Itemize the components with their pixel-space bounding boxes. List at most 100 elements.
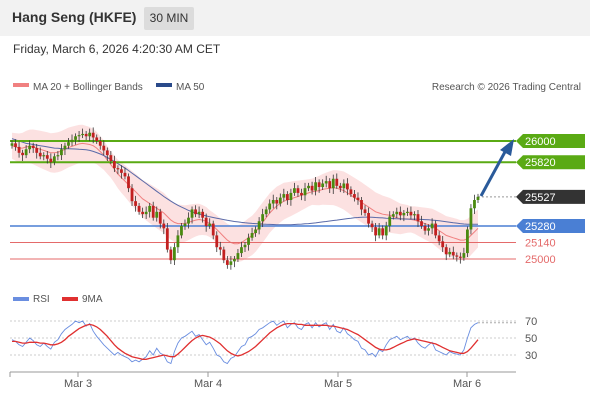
candle-body (28, 145, 32, 150)
candle-body (67, 142, 70, 146)
candle-body (63, 145, 67, 150)
candle-body (105, 150, 109, 156)
candle-body (398, 211, 402, 216)
candle-body (190, 209, 194, 218)
candle-body (441, 241, 445, 248)
candle-body (60, 149, 63, 156)
level-tag-26000 (516, 134, 585, 148)
candle-body (116, 168, 120, 170)
candle-body (296, 188, 300, 193)
candle-body (183, 223, 187, 226)
ma50-legend-swatch (156, 83, 172, 87)
candle-body (180, 225, 183, 236)
candle-body (384, 225, 388, 236)
candle-body (257, 221, 261, 230)
candle-body (303, 188, 307, 196)
rsi-ma-line (12, 322, 479, 360)
candle-body (247, 237, 250, 245)
rsi-tick-70: 70 (525, 316, 537, 328)
candle-body (444, 247, 448, 255)
candle-body (476, 196, 480, 200)
candle-body (285, 194, 289, 200)
candle-body (289, 192, 293, 200)
candle-body (162, 223, 166, 229)
candle-body (233, 259, 236, 262)
candle-body (268, 203, 272, 210)
candle-body (187, 217, 190, 224)
candle-body (317, 182, 321, 188)
candle-body (169, 249, 173, 261)
candle-body (38, 152, 42, 157)
candle-body (331, 178, 335, 189)
candle-body (455, 255, 459, 257)
rsi-legend-swatch (13, 297, 29, 301)
candle-body (109, 155, 113, 162)
candle-body (310, 185, 314, 191)
candle-body (271, 200, 275, 204)
candle-body (45, 155, 49, 159)
candle-body (137, 205, 141, 212)
candle-body (462, 253, 466, 258)
candle-body (112, 161, 116, 169)
candle-body (120, 169, 123, 173)
candle-body (127, 176, 130, 189)
candle-body (201, 211, 205, 218)
candle-body (14, 143, 17, 147)
timestamp: Friday, March 6, 2026 4:20:30 AM CET (13, 42, 221, 56)
candle-body (56, 155, 60, 157)
candle-body (236, 253, 240, 259)
candle-body (21, 152, 24, 156)
candle-body (278, 197, 282, 204)
bollinger-legend-label: MA 20 + Bollinger Bands (33, 82, 143, 93)
candle-body (123, 172, 127, 177)
candle-body (17, 146, 21, 153)
candle-body (261, 214, 265, 222)
candle-body (42, 155, 46, 157)
candle-body (35, 148, 39, 153)
candle-body (473, 200, 476, 209)
candle-body (172, 247, 176, 261)
level-tag-25820 (516, 155, 585, 170)
rsi-line (11, 320, 479, 365)
instrument-title: Hang Seng (HKFE) (12, 9, 137, 25)
level-label-25280: 25280 (525, 221, 556, 233)
candle-body (130, 188, 134, 202)
bollinger-legend-swatch (13, 83, 29, 87)
timeframe-button[interactable]: 30 MIN (144, 7, 194, 30)
candle-body (95, 137, 99, 141)
level-tag-25280 (516, 218, 585, 233)
candle-body (31, 145, 35, 149)
rsi-tick-30: 30 (525, 350, 537, 362)
candle-body (222, 249, 226, 261)
candle-body (243, 244, 247, 248)
candle-body (194, 209, 197, 215)
candle-body (151, 205, 155, 218)
candle-body (282, 194, 286, 198)
ma50-legend-label: MA 50 (176, 82, 205, 93)
candle-body (321, 183, 325, 188)
rsi-ma-legend-label: 9MA (82, 294, 103, 305)
candle-body (229, 261, 233, 265)
level-label-25000: 25000 (525, 254, 556, 266)
candle-body (275, 200, 279, 204)
level-label-26000: 26000 (525, 136, 556, 148)
candle-body (211, 223, 215, 236)
candle-body (416, 214, 420, 222)
candle-body (158, 211, 162, 224)
candle-body (264, 209, 268, 215)
candle-body (314, 182, 318, 191)
candle-body (469, 208, 473, 230)
candle-body (434, 223, 438, 236)
candle-body (155, 211, 159, 218)
candle-body (300, 192, 303, 196)
candle-body (363, 209, 367, 213)
candle-body (324, 181, 328, 184)
price-panel: 26000 25820 25527 25280 25140 25000 (10, 124, 585, 270)
candle-body (176, 235, 180, 248)
rsi-panel: 70 50 30 (10, 316, 537, 365)
x-tick-label: Mar 6 (453, 378, 481, 390)
candle-body (353, 194, 356, 198)
forecast-arrow-head (500, 139, 514, 156)
candle-body (197, 211, 201, 215)
